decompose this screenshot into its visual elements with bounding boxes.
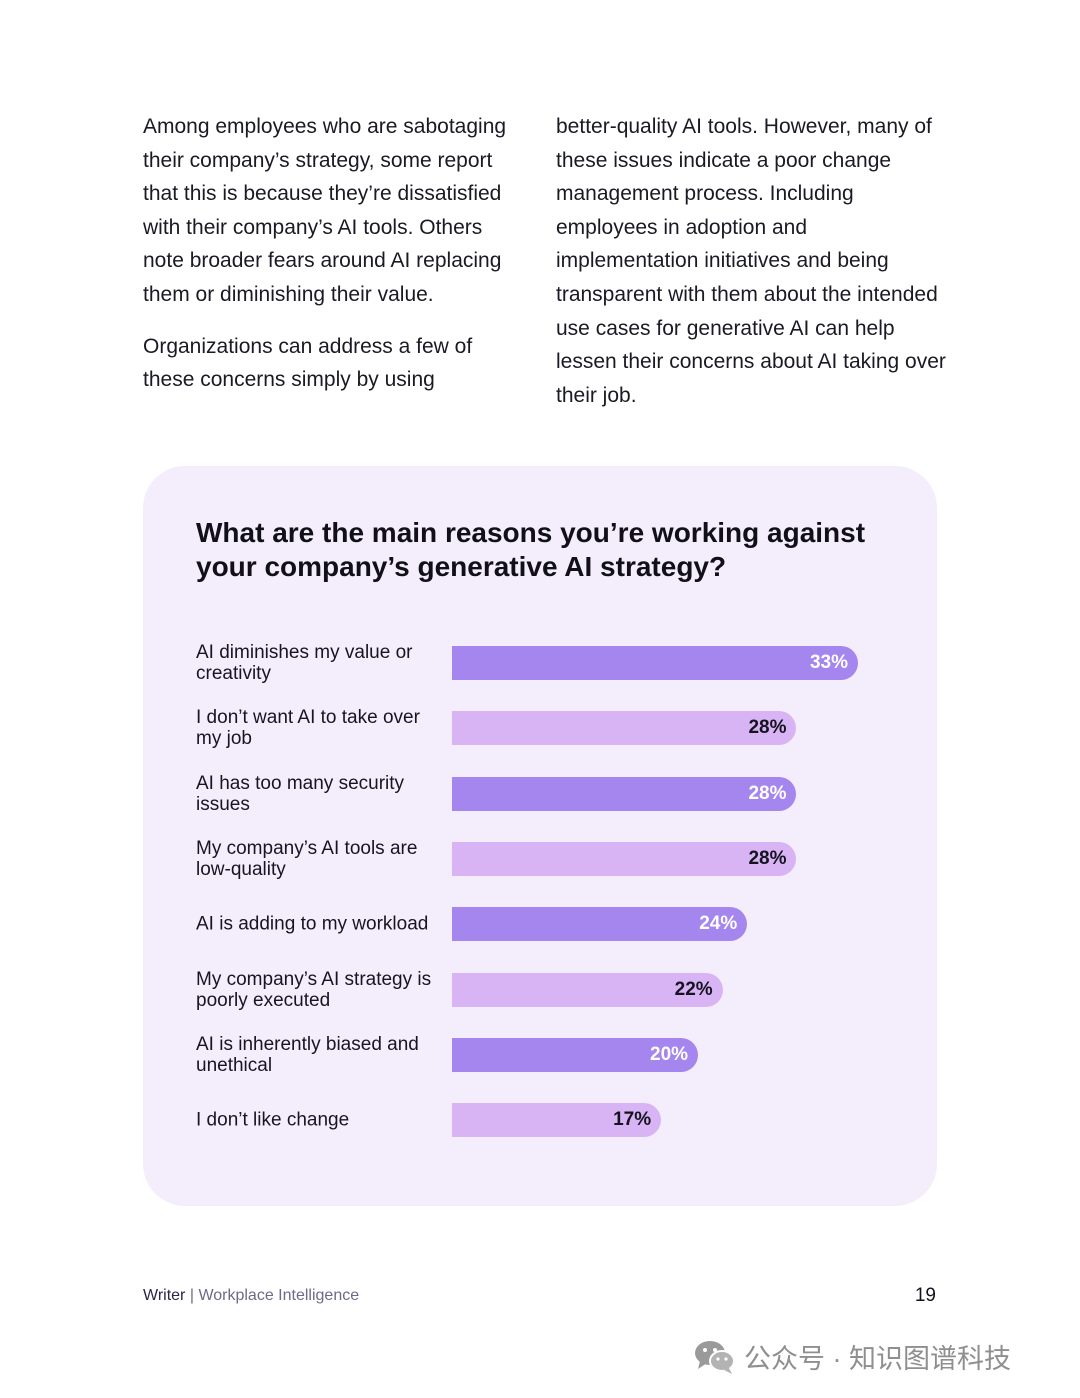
paragraph: better-quality AI tools. However, many o…: [556, 115, 946, 407]
bar: 33%: [452, 646, 858, 680]
paragraph: Among employees who are sabotaging their…: [143, 115, 507, 306]
bar-row: My company’s AI tools are low-quality 28%: [143, 838, 937, 880]
page-number: 19: [914, 1285, 936, 1306]
bar-value-label: 28%: [748, 717, 787, 739]
footer: Writer | Workplace Intelligence: [143, 1287, 359, 1305]
bar-row: AI diminishes my value or creativity 33%: [143, 642, 937, 684]
bar-chart: AI diminishes my value or creativity 33% I…: [143, 466, 937, 1206]
bar: 24%: [452, 907, 748, 942]
category-label: AI is inherently biased and unethical: [196, 1033, 419, 1076]
right-text-column: better-quality AI tools. However, many o…: [556, 110, 946, 430]
bar: 22%: [452, 972, 723, 1007]
bar-value-label: 28%: [748, 847, 787, 869]
bar-row: I don’t want AI to take over my job 28%: [143, 707, 937, 749]
footer-brand: Writer: [143, 1287, 186, 1304]
bar-row: AI is inherently biased and unethical 20%: [143, 1034, 937, 1076]
category-label: My company’s AI strategy is poorly execu…: [196, 968, 432, 1011]
watermark-text: 公众号 · 知识图谱科技: [744, 1344, 1011, 1374]
paragraph: Organizations can address a few of these…: [143, 334, 473, 392]
bar-value-label: 28%: [748, 782, 787, 804]
bar: 28%: [452, 711, 797, 746]
category-label: My company’s AI tools are low-quality: [196, 837, 418, 880]
bar-row: AI is adding to my workload 24%: [143, 907, 937, 942]
bar: 17%: [452, 1103, 662, 1138]
bar-row: AI has too many security issues 28%: [143, 773, 937, 815]
category-label: I don’t want AI to take over my job: [196, 707, 420, 750]
bar-row: I don’t like change 17%: [143, 1103, 937, 1138]
bar-value-label: 20%: [650, 1043, 689, 1065]
bar-value-label: 33%: [809, 652, 848, 673]
bar-value-label: 17%: [613, 1109, 652, 1131]
left-text-column: Among employees who are sabotaging their…: [143, 110, 518, 415]
bar: 20%: [452, 1037, 699, 1072]
chart-card: What are the main reasons you’re working…: [143, 466, 937, 1206]
bar-row: My company’s AI strategy is poorly execu…: [143, 969, 937, 1011]
chart-title: What are the main reasons you’re working…: [196, 517, 866, 582]
footer-subtitle: Workplace Intelligence: [198, 1287, 360, 1304]
wechat-icon: [695, 1340, 735, 1374]
bar: 28%: [452, 776, 797, 811]
bar-value-label: 22%: [674, 978, 713, 1000]
category-label: AI has too many security issues: [196, 772, 405, 815]
watermark: 公众号 · 知识图谱科技: [694, 1337, 1011, 1376]
bar-value-label: 24%: [699, 913, 738, 935]
category-label: I don’t like change: [196, 1109, 350, 1131]
category-label: AI diminishes my value or creativity: [196, 642, 413, 684]
footer-separator: |: [189, 1287, 194, 1304]
bar: 28%: [452, 841, 797, 876]
category-label: AI is adding to my workload: [196, 913, 429, 935]
